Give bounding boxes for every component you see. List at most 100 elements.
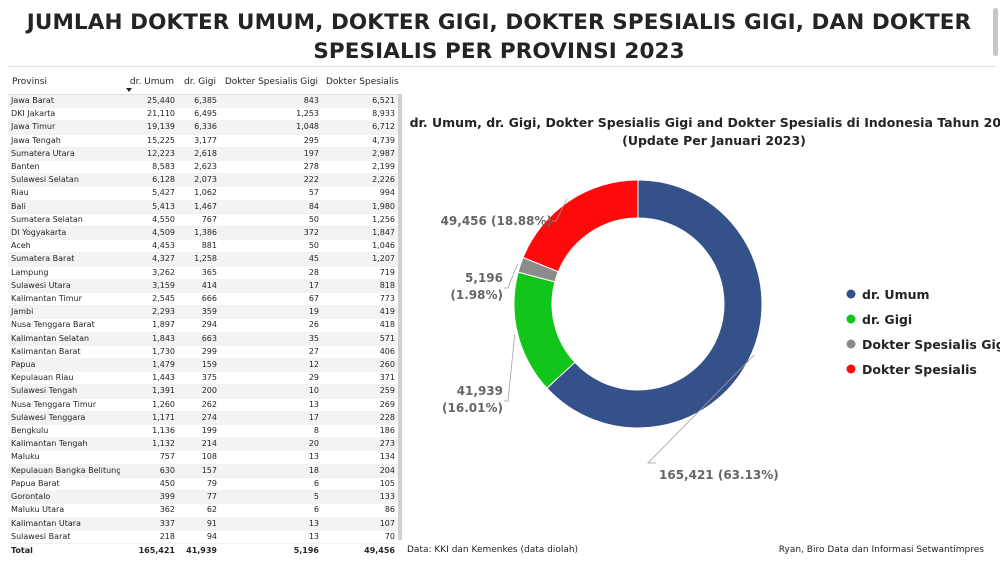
donut-chart: dr. Umum, dr. Gigi, Dokter Spesialis Gig… (410, 115, 1000, 482)
column-header-dr-umum-label: dr. Umum (129, 77, 174, 87)
cell-dr-umum: 450 (120, 477, 178, 492)
column-header-dokter-spesialis-gigi[interactable]: Dokter Spesialis Gigi (220, 70, 322, 95)
cell-dr-gigi: 414 (178, 279, 220, 294)
cell-dokter-spesialis: 773 (322, 292, 398, 307)
table-row[interactable]: Sumatera Utara 12,223 2,618 197 2,987 (8, 147, 398, 162)
cell-dr-gigi: 6,385 (178, 94, 220, 109)
cell-dr-gigi: 94 (178, 530, 220, 544)
slice-dokter-spesialis[interactable] (522, 179, 639, 273)
table-row[interactable]: Kalimantan Tengah 1,132 214 20 273 (8, 437, 398, 452)
column-header-provinsi[interactable]: Provinsi (8, 70, 120, 95)
legend-item-dokter-spesialis[interactable]: Dokter Spesialis (862, 362, 977, 377)
cell-dr-umum: 1,843 (120, 332, 178, 346)
cell-dr-gigi: 1,467 (178, 200, 220, 214)
slice-dr-gigi[interactable] (513, 271, 576, 389)
cell-provinsi: Maluku (8, 450, 120, 465)
table-row[interactable]: Sulawesi Tengah 1,391 200 10 259 (8, 384, 398, 399)
cell-dokter-spesialis-gigi: 6 (220, 503, 322, 518)
column-header-dokter-spesialis[interactable]: Dokter Spesialis (322, 70, 399, 95)
legend-item-dr-gigi[interactable]: dr. Gigi (862, 312, 912, 327)
table-row[interactable]: Bali 5,413 1,467 84 1,980 (8, 200, 398, 214)
cell-dokter-spesialis-gigi: 50 (220, 239, 322, 254)
cell-provinsi: Aceh (8, 239, 120, 254)
cell-provinsi: Sulawesi Selatan (8, 173, 120, 188)
cell-dokter-spesialis: 418 (322, 318, 398, 333)
cell-dokter-spesialis: 994 (322, 186, 398, 201)
table-row[interactable]: Papua 1,479 159 12 260 (8, 358, 398, 373)
cell-dokter-spesialis: 70 (322, 530, 398, 544)
cell-dokter-spesialis-gigi: 197 (220, 147, 322, 162)
cell-provinsi: Kalimantan Timur (8, 292, 120, 307)
table-row[interactable]: Sulawesi Utara 3,159 414 17 818 (8, 279, 398, 294)
table-row[interactable]: DI Yogyakarta 4,509 1,386 372 1,847 (8, 226, 398, 241)
cell-provinsi: Bengkulu (8, 424, 120, 439)
legend-marker-dr-umum (846, 289, 856, 299)
table-row[interactable]: Riau 5,427 1,062 57 994 (8, 186, 398, 201)
table-row[interactable]: Banten 8,583 2,623 278 2,199 (8, 160, 398, 175)
data-label-dr-umum: 165,421 (63.13%) (659, 468, 779, 482)
cell-dokter-spesialis-gigi: 13 (220, 450, 322, 465)
table-row[interactable]: Maluku Utara 362 62 6 86 (8, 503, 398, 518)
legend-item-dr-umum[interactable]: dr. Umum (862, 287, 930, 302)
table-row[interactable]: Jawa Barat 25,440 6,385 843 6,521 (8, 94, 398, 109)
cell-dr-gigi: 2,623 (178, 160, 220, 175)
cell-provinsi: Sumatera Barat (8, 252, 120, 267)
table-row[interactable]: Jambi 2,293 359 19 419 (8, 305, 398, 320)
cell-dr-gigi: 77 (178, 490, 220, 505)
data-table: Provinsi dr. Umum dr. Gigi Dokter Spesia… (8, 70, 399, 558)
table-row[interactable]: DKI Jakarta 21,110 6,495 1,253 8,933 (8, 107, 398, 122)
table-row[interactable]: Sulawesi Tenggara 1,171 274 17 228 (8, 411, 398, 426)
cell-dokter-spesialis-gigi: 57 (220, 186, 322, 201)
column-header-dr-umum[interactable]: dr. Umum (120, 70, 178, 95)
cell-dr-gigi: 62 (178, 503, 220, 518)
table-row[interactable]: Maluku 757 108 13 134 (8, 450, 398, 465)
total-dr-umum: 165,421 (120, 542, 178, 558)
table-row[interactable]: Kepulauan Bangka Belitung 630 157 18 204 (8, 464, 398, 478)
cell-dokter-spesialis: 2,226 (322, 173, 398, 188)
table-row[interactable]: Lampung 3,262 365 28 719 (8, 266, 398, 280)
table-row[interactable]: Jawa Timur 19,139 6,336 1,048 6,712 (8, 120, 398, 135)
table-row[interactable]: Sumatera Selatan 4,550 767 50 1,256 (8, 213, 398, 228)
cell-provinsi: Kepulauan Riau (8, 371, 120, 386)
cell-dr-umum: 1,171 (120, 411, 178, 426)
table-row[interactable]: Papua Barat 450 79 6 105 (8, 477, 398, 492)
table-row[interactable]: Nusa Tenggara Timur 1,260 262 13 269 (8, 398, 398, 412)
column-header-dr-gigi[interactable]: dr. Gigi (178, 70, 220, 95)
cell-dokter-spesialis: 259 (322, 384, 398, 399)
cell-provinsi: Kalimantan Barat (8, 345, 120, 360)
cell-dr-umum: 4,509 (120, 226, 178, 241)
cell-provinsi: Sumatera Selatan (8, 213, 120, 228)
cell-dr-gigi: 214 (178, 437, 220, 452)
table-row[interactable]: Kalimantan Selatan 1,843 663 35 571 (8, 332, 398, 346)
table-row[interactable]: Sumatera Barat 4,327 1,258 45 1,207 (8, 252, 398, 267)
table-row[interactable]: Nusa Tenggara Barat 1,897 294 26 418 (8, 318, 398, 333)
table-row[interactable]: Kalimantan Barat 1,730 299 27 406 (8, 345, 398, 360)
table-row[interactable]: Kepulauan Riau 1,443 375 29 371 (8, 371, 398, 386)
cell-dr-gigi: 262 (178, 398, 220, 412)
table-row[interactable]: Sulawesi Barat 218 94 13 70 (8, 530, 398, 544)
table-row[interactable]: Kalimantan Timur 2,545 666 67 773 (8, 292, 398, 307)
legend-item-dokter-spesialis-gigi[interactable]: Dokter Spesialis Gigi (862, 337, 1000, 352)
table-row[interactable]: Bengkulu 1,136 199 8 186 (8, 424, 398, 439)
table-scrollbar-thumb[interactable] (398, 94, 402, 540)
cell-dr-umum: 362 (120, 503, 178, 518)
cell-dr-gigi: 200 (178, 384, 220, 399)
cell-dr-gigi: 365 (178, 266, 220, 280)
cell-dr-umum: 1,730 (120, 345, 178, 360)
cell-provinsi: Sulawesi Tengah (8, 384, 120, 399)
cell-dr-umum: 19,139 (120, 120, 178, 135)
page-scrollbar[interactable] (993, 8, 998, 56)
table-row[interactable]: Aceh 4,453 881 50 1,046 (8, 239, 398, 254)
table-row[interactable]: Sulawesi Selatan 6,128 2,073 222 2,226 (8, 173, 398, 188)
slice-dr-umum[interactable] (546, 179, 763, 429)
table-scrollbar[interactable] (398, 94, 402, 540)
table-row[interactable]: Gorontalo 399 77 5 133 (8, 490, 398, 505)
cell-dokter-spesialis-gigi: 84 (220, 200, 322, 214)
table-row[interactable]: Jawa Tengah 15,225 3,177 295 4,739 (8, 134, 398, 148)
table-row[interactable]: Kalimantan Utara 337 91 13 107 (8, 517, 398, 531)
total-dokter-spesialis-gigi: 5,196 (220, 542, 322, 558)
source-note: Data: KKI dan Kemenkes (data diolah) (407, 545, 579, 555)
cell-dokter-spesialis-gigi: 5 (220, 490, 322, 505)
chart-legend: dr. Umum dr. Gigi Dokter Spesialis Gigi Dok… (846, 287, 1000, 377)
cell-dr-gigi: 3,177 (178, 134, 220, 148)
